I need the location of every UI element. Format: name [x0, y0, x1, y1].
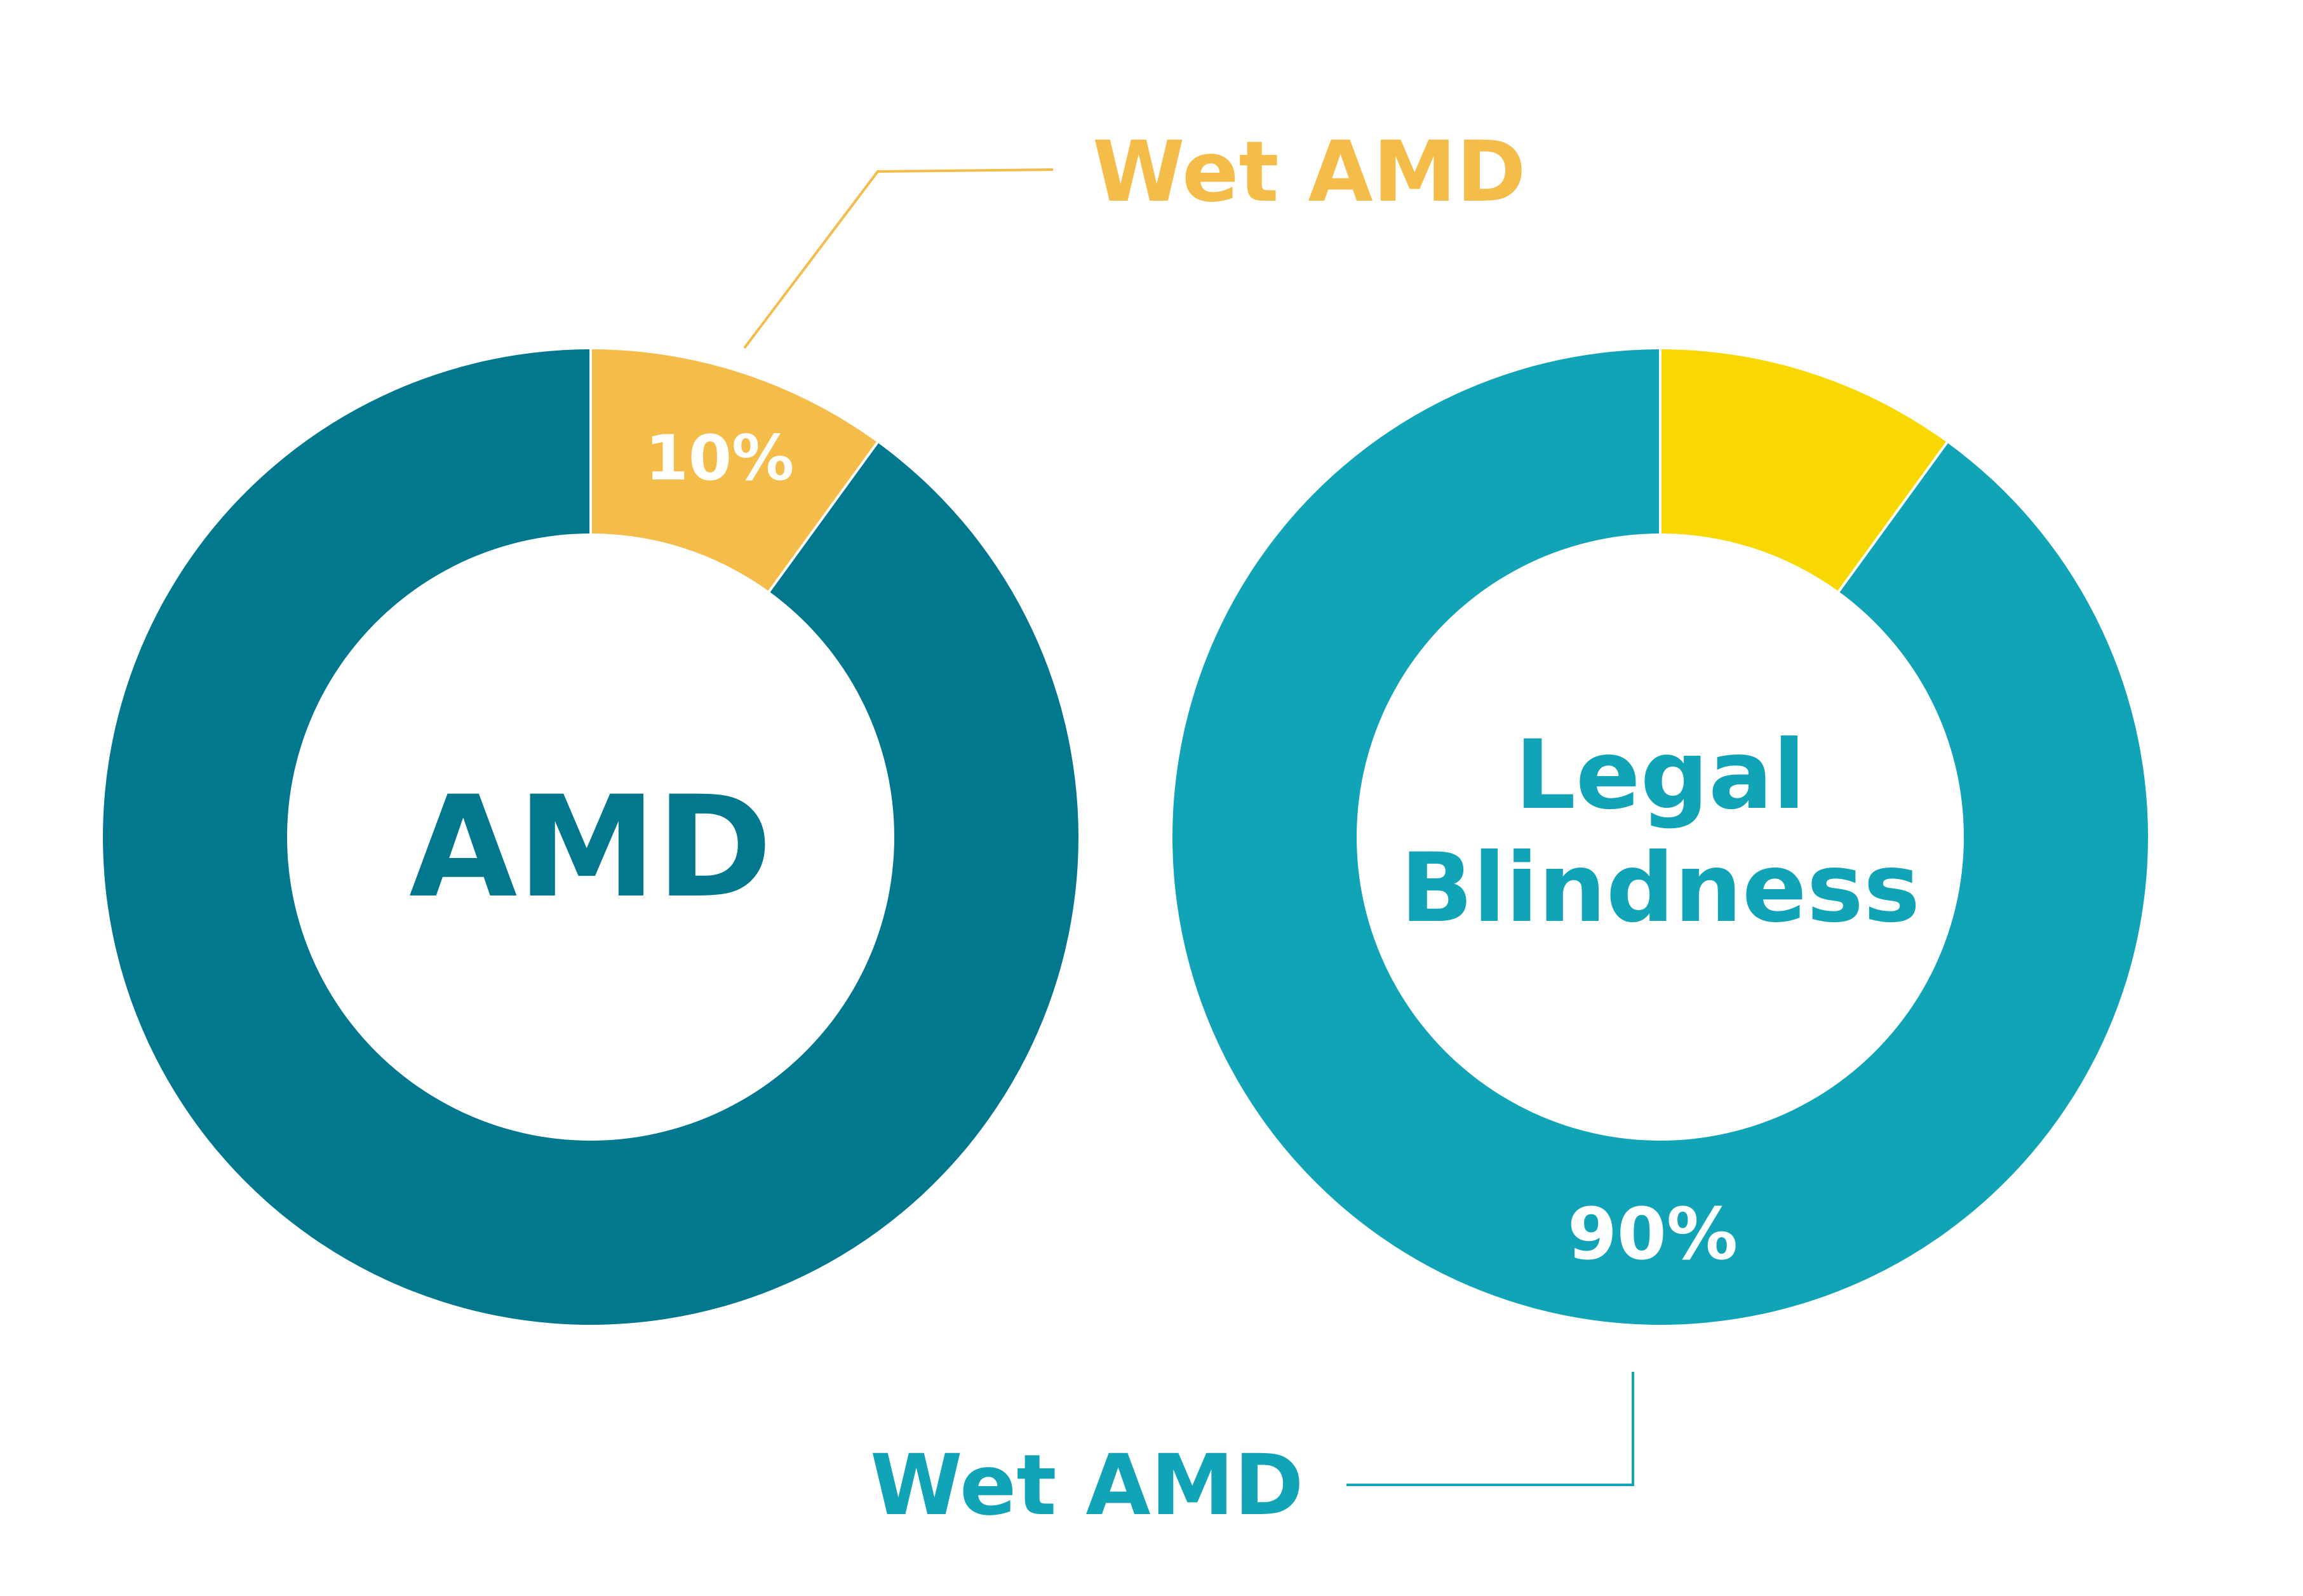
- callout-leader-line-wet-amd: [743, 168, 1054, 349]
- data-label-wet-amd-percent: 10%: [645, 422, 795, 495]
- donut-center-label-legal: Legal: [1515, 720, 1805, 831]
- donut-slice-wet-amd: [591, 349, 878, 592]
- donut-chart-amd: AMD 10% Wet AMD: [103, 123, 1526, 1325]
- donut-slice-wet-amd: [1172, 349, 2148, 1325]
- callout-leader-line-wet-amd: [1346, 1372, 1634, 1486]
- callout-label-wet-amd-top: Wet AMD: [1092, 123, 1526, 221]
- donut-slice-other: [103, 349, 1079, 1325]
- donut-slice-separator: [768, 441, 879, 593]
- donut-slice-other: [1660, 349, 1947, 592]
- data-label-wet-amd-percent: 90%: [1568, 1193, 1738, 1276]
- donut-slice-separator: [1837, 441, 1949, 593]
- donut-center-label-amd: AMD: [409, 766, 772, 929]
- donut-chart-legal-blindness: Legal Blindness 90% Wet AMD: [870, 349, 2148, 1534]
- callout-label-wet-amd-bottom: Wet AMD: [870, 1437, 1304, 1534]
- donut-center-label-blindness: Blindness: [1400, 833, 1920, 944]
